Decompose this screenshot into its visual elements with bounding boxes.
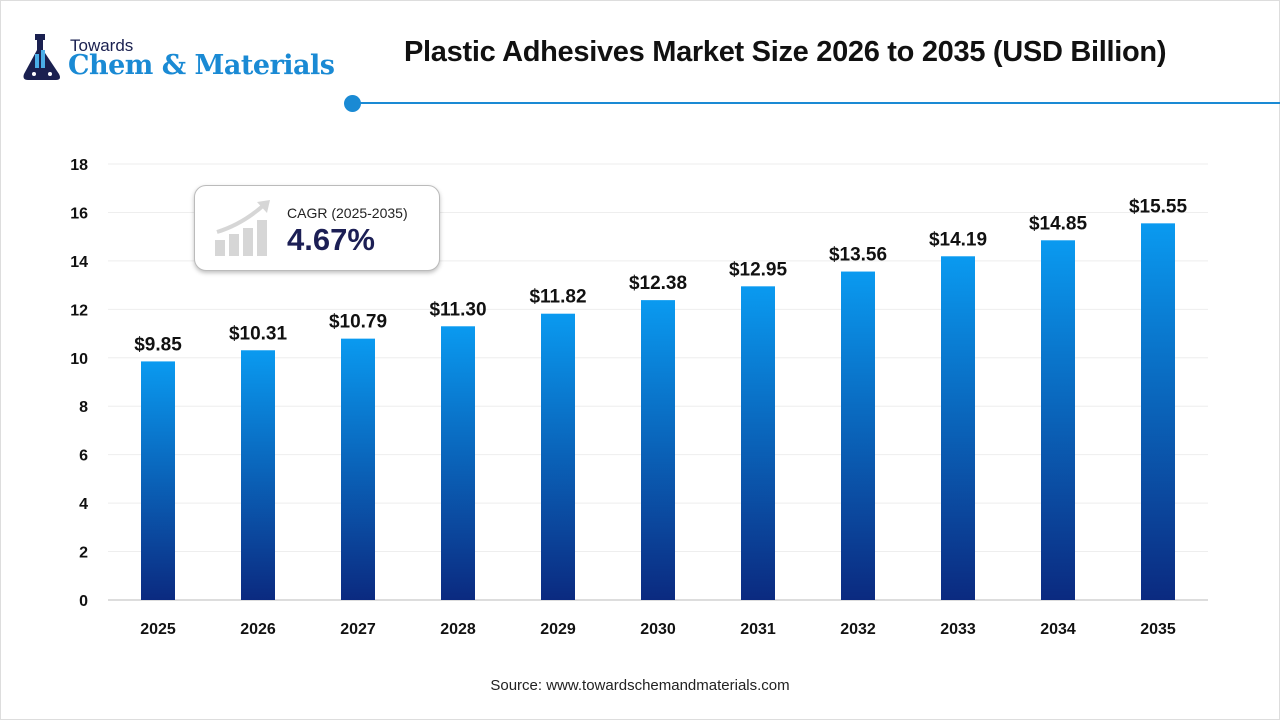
cagr-value: 4.67%	[287, 222, 375, 257]
data-label: $11.82	[529, 287, 586, 308]
data-label: $13.56	[829, 245, 887, 266]
data-label: $12.95	[729, 259, 788, 280]
bar	[341, 338, 375, 600]
logo-towards: Towards	[70, 36, 134, 55]
data-label: $12.38	[629, 273, 687, 294]
chart-title: Plastic Adhesives Market Size 2026 to 20…	[404, 36, 1167, 68]
data-label: $11.30	[429, 299, 486, 320]
y-tick-label: 4	[79, 496, 88, 513]
x-tick-label: 2030	[640, 621, 676, 638]
x-tick-label: 2032	[840, 621, 876, 638]
bar	[141, 361, 175, 600]
bar	[1041, 240, 1075, 601]
y-tick-label: 12	[70, 302, 88, 319]
logo: Towards Chem & Materials	[22, 34, 335, 87]
x-tick-label: 2033	[940, 621, 976, 638]
logo-chem-materials: Chem & Materials	[68, 50, 335, 81]
y-tick-label: 16	[70, 205, 88, 222]
x-tick-label: 2027	[340, 621, 376, 638]
bar	[641, 300, 675, 600]
x-tick-label: 2034	[1040, 621, 1076, 638]
bar	[441, 326, 475, 600]
x-tick-label: 2035	[1140, 621, 1176, 638]
y-tick-label: 18	[70, 157, 88, 174]
x-tick-label: 2025	[140, 621, 176, 638]
bar	[541, 313, 575, 600]
data-label: $14.85	[1029, 213, 1088, 234]
x-tick-label: 2028	[440, 621, 476, 638]
data-label: $15.55	[1129, 196, 1188, 217]
bar	[941, 256, 975, 600]
data-label: $14.19	[929, 229, 987, 250]
bar	[841, 271, 875, 600]
y-tick-label: 6	[79, 448, 88, 465]
source-note: Source: www.towardschemandmaterials.com	[490, 677, 790, 694]
data-label: $10.31	[229, 323, 288, 344]
x-tick-label: 2031	[740, 621, 776, 638]
x-tick-label: 2026	[240, 621, 276, 638]
title-rule-dot	[344, 95, 361, 112]
cagr-box: CAGR (2025-2035) 4.67%	[194, 185, 440, 271]
data-label: $9.85	[134, 334, 182, 355]
bar	[1141, 223, 1175, 600]
bar	[241, 350, 275, 600]
cagr-label: CAGR (2025-2035)	[287, 205, 408, 221]
data-label: $10.79	[329, 312, 387, 333]
y-tick-label: 14	[70, 254, 88, 271]
x-tick-label: 2029	[540, 621, 576, 638]
title-rule	[352, 102, 1280, 104]
y-tick-label: 10	[70, 351, 88, 368]
bar	[741, 286, 775, 600]
y-tick-label: 8	[79, 399, 88, 416]
growth-chart-icon	[215, 200, 270, 256]
flask-icon	[23, 34, 60, 80]
y-tick-label: 0	[79, 593, 88, 610]
y-tick-label: 2	[79, 545, 88, 562]
